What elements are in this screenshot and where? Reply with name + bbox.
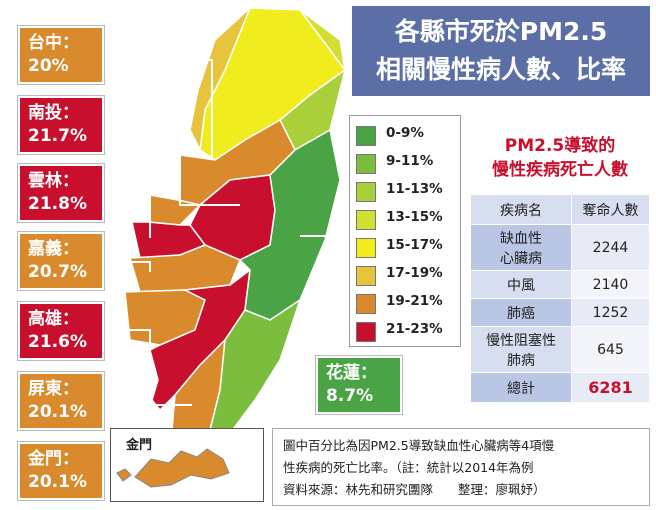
- callout-yunlin: 雲林： 21.8%: [18, 164, 104, 222]
- legend-label: 11-13%: [386, 181, 443, 197]
- table-cell: 肺癌: [470, 298, 572, 327]
- legend-label: 9-11%: [386, 153, 434, 169]
- table-title-line-2: 慢性疾病死亡人數: [492, 160, 628, 180]
- map-region-taoyuan: [189, 7, 251, 153]
- legend-item: 21-23%: [350, 316, 460, 342]
- legend-swatch: [356, 182, 376, 202]
- table-cell: 缺血性 心臟病: [470, 224, 572, 271]
- legend-label: 19-21%: [386, 293, 443, 309]
- callout-pingtung: 屏東： 20.1%: [18, 372, 104, 430]
- footnote-line-1: 圖中百分比為因PM2.5導致缺血性心臟病等4項慢: [283, 438, 555, 453]
- legend-label: 15-17%: [386, 237, 443, 253]
- title-banner: 各縣市死於PM2.5 相關慢性病人數、比率: [352, 6, 650, 96]
- legend-item: 13-15%: [350, 204, 460, 230]
- map-region-taitung: [209, 298, 302, 442]
- region-percent: 20.1%: [28, 472, 87, 492]
- table-header: 疾病名: [470, 194, 572, 225]
- legend-label: 21-23%: [386, 321, 443, 337]
- legend-item: 9-11%: [350, 148, 460, 174]
- callout-kaohsiung: 高雄： 21.6%: [18, 302, 104, 360]
- region-name: 嘉義：: [28, 239, 79, 259]
- legend-item: 17-19%: [350, 260, 460, 286]
- callout-hualien: 花蓮： 8.7%: [316, 356, 402, 414]
- kinmen-map: [116, 448, 230, 488]
- legend-swatch: [356, 238, 376, 258]
- legend-item: 11-13%: [350, 176, 460, 202]
- table-cell: 1252: [571, 298, 650, 327]
- table-row: 中風 2140: [470, 270, 650, 299]
- table-header-row: 疾病名 奪命人數: [470, 194, 650, 225]
- region-percent: 20.7%: [28, 262, 87, 282]
- legend-item: 0-9%: [350, 120, 460, 146]
- table-cell: 2140: [571, 270, 650, 299]
- footnote: 圖中百分比為因PM2.5導致缺血性心臟病等4項慢 性疾病的死亡比率。（註：統計以…: [272, 428, 650, 506]
- region-percent: 20.1%: [28, 402, 87, 422]
- leader-lines: [104, 59, 331, 406]
- table-title: PM2.5導致的 慢性疾病死亡人數: [470, 134, 650, 182]
- table-row: 缺血性 心臟病 2244: [470, 224, 650, 271]
- legend-swatch: [356, 266, 376, 286]
- region-name: 台中：: [28, 33, 79, 53]
- region-name: 高雄：: [28, 309, 79, 329]
- legend-item: 15-17%: [350, 232, 460, 258]
- legend-label: 17-19%: [386, 265, 443, 281]
- region-percent: 8.7%: [326, 386, 374, 406]
- region-percent: 20%: [28, 56, 69, 76]
- region-name: 花蓮：: [326, 363, 377, 383]
- kinmen-label: 金門: [126, 438, 153, 453]
- map-region-yilan: [299, 9, 346, 71]
- legend-swatch: [356, 154, 376, 174]
- table-title-line-1: PM2.5導致的: [504, 136, 616, 156]
- callout-chiayi: 嘉義： 20.7%: [18, 232, 104, 290]
- table-cell: 中風: [470, 270, 572, 299]
- legend-label: 13-15%: [386, 209, 443, 225]
- table-cell: 645: [571, 326, 650, 373]
- callout-kinmen: 金門： 20.1%: [18, 442, 104, 500]
- legend-item: 19-21%: [350, 288, 460, 314]
- footnote-line-2: 性疾病的死亡比率。（註：統計以2014年為例: [283, 460, 534, 475]
- kinmen-inset: [110, 428, 264, 502]
- footnote-line-3: 資料來源：林先和研究團隊 整理：廖珮妤）: [283, 482, 546, 497]
- table-header: 奪命人數: [571, 194, 650, 225]
- table-cell: 慢性阻塞性 肺病: [470, 326, 572, 373]
- table-cell: 2244: [571, 224, 650, 271]
- region-name: 金門：: [28, 449, 79, 469]
- legend: 0-9% 9-11% 11-13% 13-15% 15-17% 17-19% 1…: [349, 115, 461, 347]
- region-name: 雲林：: [28, 171, 79, 191]
- legend-swatch: [356, 322, 376, 342]
- title-line-1: 各縣市死於PM2.5: [394, 17, 608, 46]
- title-line-2: 相關慢性病人數、比率: [375, 55, 626, 84]
- map-region-changhua: [147, 194, 202, 226]
- table-total-row: 總計 6281: [470, 372, 650, 403]
- callout-nantou: 南投： 21.7%: [18, 96, 104, 154]
- table-row: 慢性阻塞性 肺病 645: [470, 326, 650, 373]
- deaths-table: 疾病名 奪命人數 缺血性 心臟病 2244 中風 2140 肺癌 1252 慢性…: [470, 194, 650, 403]
- legend-swatch: [356, 126, 376, 146]
- table-row: 肺癌 1252: [470, 298, 650, 327]
- legend-swatch: [356, 210, 376, 230]
- table-total-value: 6281: [571, 372, 650, 403]
- callout-taichung: 台中： 20%: [18, 26, 104, 84]
- region-percent: 21.8%: [28, 194, 87, 214]
- region-name: 南投：: [28, 103, 79, 123]
- legend-swatch: [356, 294, 376, 314]
- legend-label: 0-9%: [386, 125, 424, 141]
- region-percent: 21.6%: [28, 332, 87, 352]
- region-percent: 21.7%: [28, 126, 87, 146]
- region-name: 屏東：: [28, 379, 79, 399]
- table-total-label: 總計: [470, 372, 572, 403]
